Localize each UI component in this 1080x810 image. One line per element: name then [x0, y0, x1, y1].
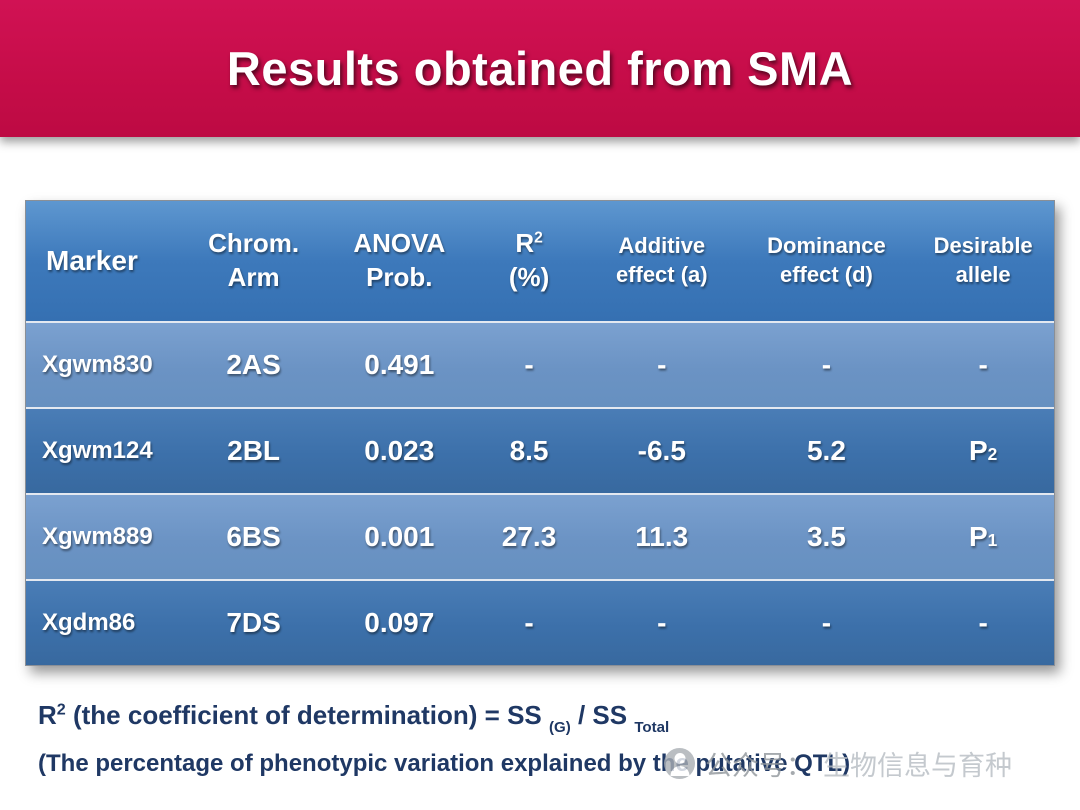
- header-label: Desirable: [933, 233, 1033, 259]
- header-label: effect (d): [780, 262, 873, 287]
- watermark-account-name: 生物信息与育种: [823, 751, 1012, 781]
- footnote-part: (the coefficient of determination) = SS: [65, 700, 549, 730]
- r2-base: R: [515, 228, 535, 259]
- header-label: Prob.: [366, 262, 433, 292]
- person-circle-icon: [664, 748, 695, 779]
- allele-base: -: [978, 349, 988, 380]
- header-label: Marker: [46, 244, 138, 276]
- column-header-dominance-effect: Dominance effect (d): [741, 201, 913, 321]
- column-header-r2-percent: R2 (%): [475, 201, 583, 321]
- cell-marker: Xgwm830: [42, 351, 153, 378]
- cell-dominance-effect: -: [821, 349, 832, 380]
- footnote-subscript: (G): [548, 719, 571, 737]
- header-label: Chrom.: [208, 228, 300, 259]
- cell-chrom-arm: 6BS: [226, 521, 281, 552]
- allele-base: P: [968, 521, 988, 552]
- allele-base: -: [978, 607, 988, 638]
- allele-base: P: [968, 435, 988, 466]
- column-header-anova-prob: ANOVA Prob.: [323, 201, 475, 321]
- cell-additive-effect: 11.3: [635, 521, 689, 552]
- cell-anova-prob: 0.097: [364, 607, 435, 638]
- header-label: R2: [515, 227, 542, 261]
- header-label: ANOVA: [353, 228, 446, 259]
- cell-r2: -: [524, 607, 534, 638]
- header-label: Arm: [227, 262, 280, 292]
- cell-r2: 27.3: [501, 521, 557, 552]
- column-header-marker: Marker: [26, 201, 184, 321]
- slide-title: Results obtained from SMA: [226, 42, 854, 95]
- cell-marker: Xgwm124: [42, 437, 153, 464]
- cell-anova-prob: 0.001: [364, 521, 435, 552]
- cell-marker: Xgdm86: [42, 609, 136, 636]
- footnote-part: R: [38, 700, 57, 730]
- cell-chrom-arm: 2AS: [226, 349, 281, 380]
- cell-chrom-arm: 2BL: [227, 435, 281, 466]
- column-header-desirable-allele: Desirable allele: [912, 201, 1054, 321]
- table-header-row: Marker Chrom. Arm ANOVA Prob. R2 (%) Add…: [26, 201, 1054, 321]
- cell-chrom-arm: 7DS: [226, 607, 281, 638]
- cell-anova-prob: 0.023: [364, 435, 435, 466]
- footnote-percentage-explanation: (The percentage of phenotypic variation …: [38, 750, 851, 777]
- column-header-additive-effect: Additive effect (a): [583, 201, 741, 321]
- header-label: (%): [508, 262, 550, 292]
- footnote-part: / SS: [570, 700, 635, 730]
- header-label: Additive: [618, 233, 706, 259]
- results-table: Marker Chrom. Arm ANOVA Prob. R2 (%) Add…: [25, 200, 1055, 666]
- cell-dominance-effect: 3.5: [806, 521, 846, 552]
- cell-marker: Xgwm889: [42, 523, 153, 550]
- watermark: 公众号： 生物信息与育种: [664, 744, 1012, 783]
- cell-additive-effect: -: [657, 607, 667, 638]
- footnote-superscript: 2: [56, 700, 66, 719]
- title-banner: Results obtained from SMA: [0, 0, 1080, 137]
- cell-r2: -: [524, 349, 534, 380]
- cell-additive-effect: -: [657, 349, 667, 380]
- table-row: Xgwm830 2AS 0.491 - - - -: [26, 321, 1054, 407]
- r2-superscript: 2: [534, 229, 543, 247]
- cell-r2: 8.5: [509, 435, 549, 466]
- cell-desirable-allele: -: [912, 581, 1054, 665]
- table-row: Xgdm86 7DS 0.097 - - - -: [26, 579, 1054, 665]
- footnote-subscript: Total: [634, 719, 670, 737]
- footnote-r2-definition: R2 (the coefficient of determination) = …: [38, 700, 670, 737]
- watermark-prefix: 公众号：: [705, 751, 813, 781]
- header-label: Dominance: [767, 233, 886, 259]
- header-label: effect (a): [615, 262, 708, 287]
- header-label: allele: [955, 262, 1011, 287]
- cell-additive-effect: -6.5: [637, 435, 686, 466]
- cell-dominance-effect: -: [821, 607, 832, 638]
- cell-desirable-allele: -: [912, 323, 1054, 407]
- cell-anova-prob: 0.491: [364, 349, 435, 380]
- column-header-chrom-arm: Chrom. Arm: [184, 201, 324, 321]
- cell-dominance-effect: 5.2: [806, 435, 846, 466]
